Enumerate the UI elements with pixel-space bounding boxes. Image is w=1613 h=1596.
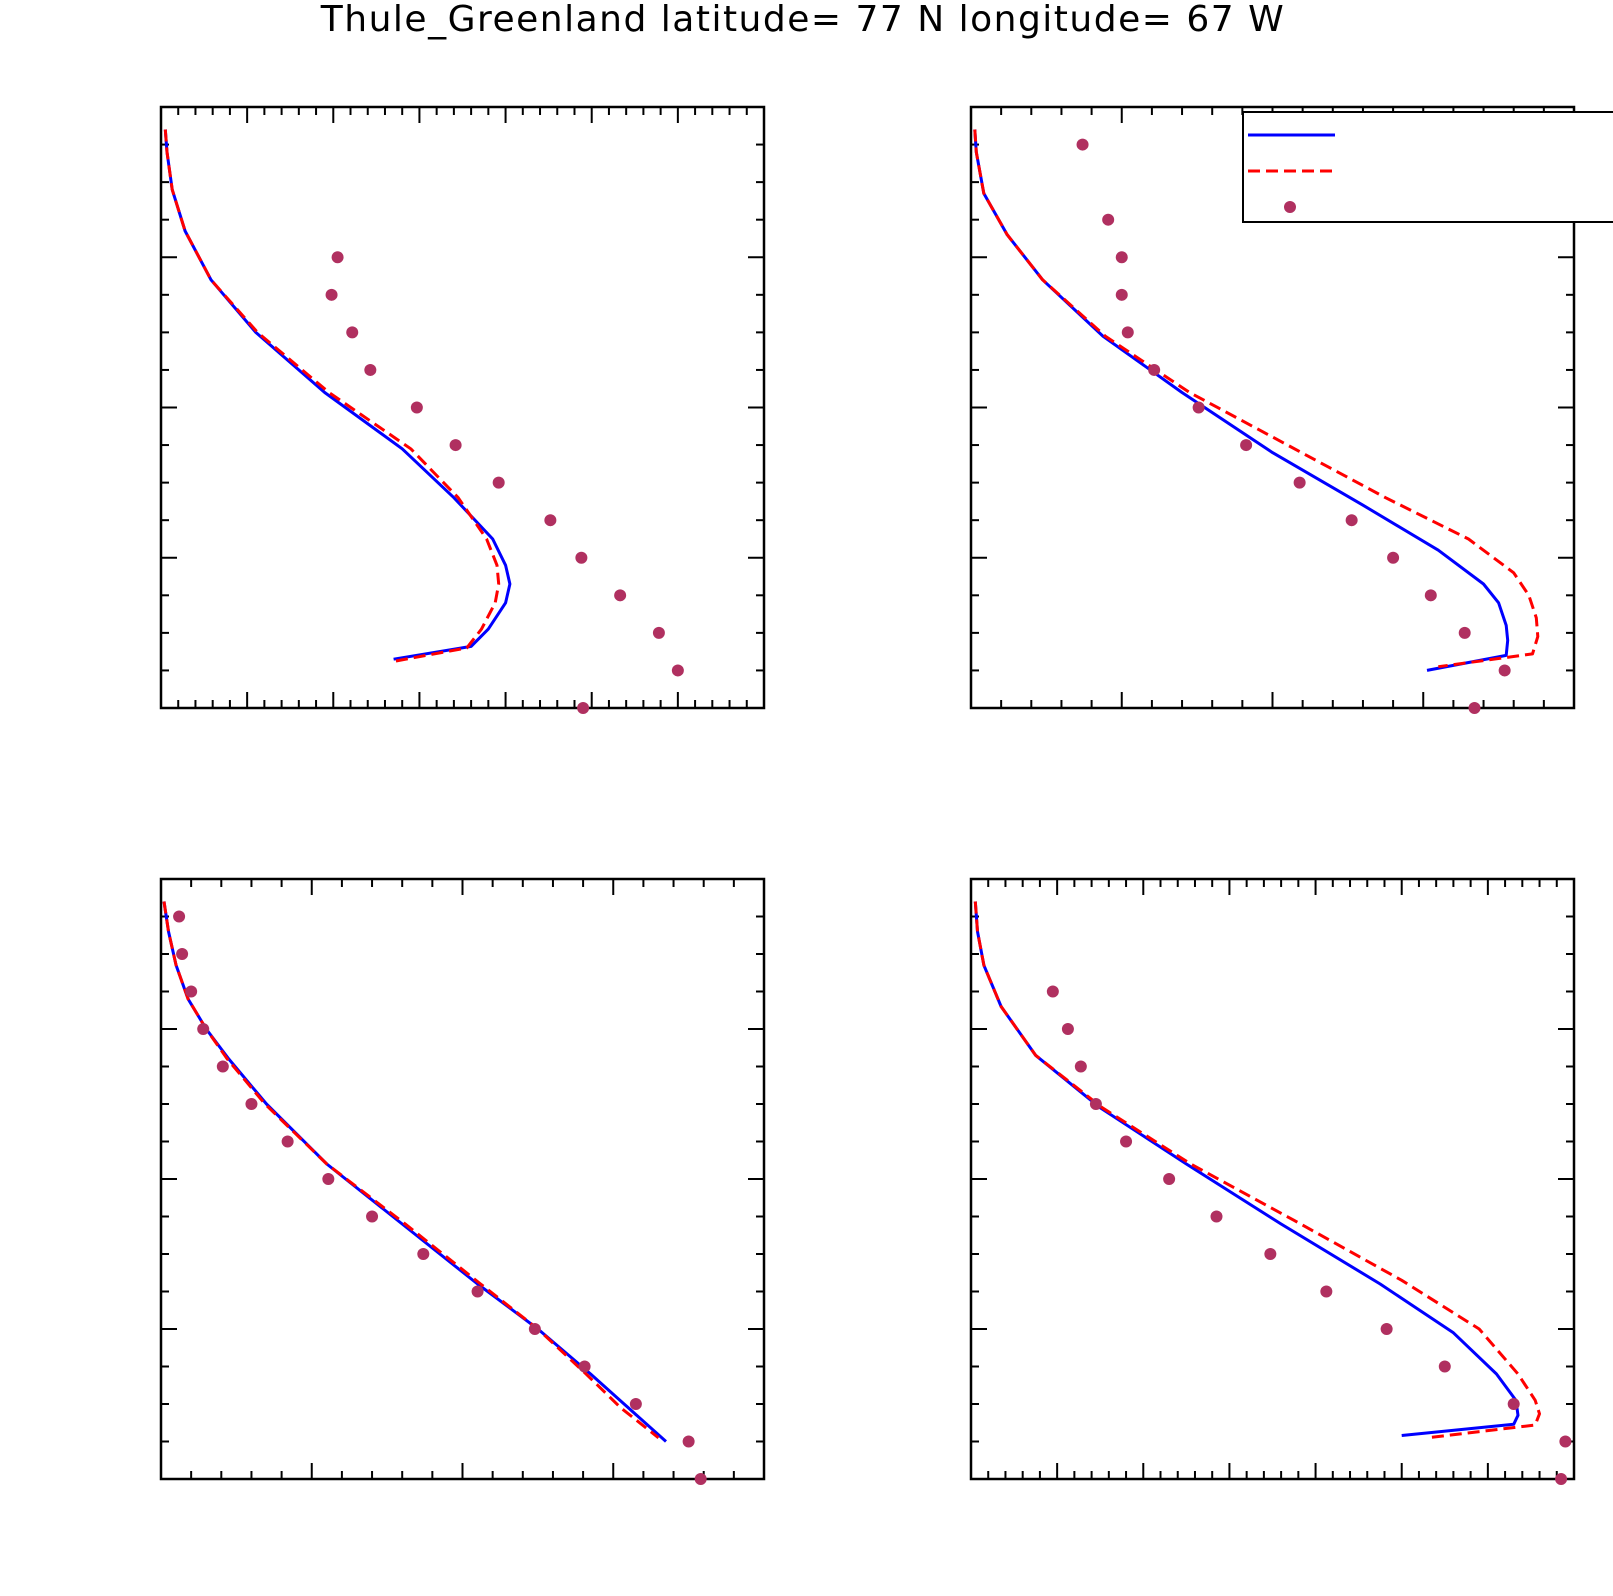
panel-oct (969, 877, 1576, 1485)
raob-point (1320, 1285, 1333, 1298)
raob-point (1046, 985, 1059, 998)
plot-frame (969, 877, 1576, 1481)
panel-apr (969, 105, 1576, 714)
raob-point (1387, 551, 1400, 564)
raob-point (1163, 1173, 1176, 1185)
series-line-solid (163, 129, 512, 661)
raob-point (1559, 1435, 1572, 1448)
raob-point (1210, 1210, 1223, 1223)
raob-point (1264, 1248, 1277, 1260)
series-line-dashed (163, 129, 501, 663)
raob-point (577, 702, 590, 714)
raob-point (346, 326, 359, 339)
raob-point (1120, 1135, 1133, 1148)
legend (1242, 111, 1613, 223)
raob-point (1076, 138, 1089, 151)
raob-point (694, 1473, 707, 1485)
raob-point (245, 1098, 258, 1110)
raob-point (1148, 363, 1161, 376)
series-line-dashed (973, 901, 1541, 1440)
raob-point (197, 1023, 210, 1035)
raob-point (614, 589, 627, 602)
legend-swatch-dot (1284, 201, 1296, 213)
series-line-dashed (162, 901, 660, 1439)
panels (159, 105, 1576, 1485)
raob-point (1061, 1023, 1074, 1035)
raob-point (1192, 401, 1205, 414)
raob-point (1438, 1360, 1451, 1373)
raob-point (1468, 702, 1481, 714)
panel-jul (159, 877, 766, 1485)
raob-point (629, 1398, 642, 1410)
panel-jan (159, 105, 766, 714)
raob-point (331, 251, 344, 264)
figure-title: Thule_Greenland latitude= 77 N longitude… (320, 0, 1285, 40)
raob-point (322, 1173, 335, 1185)
raob-point (1240, 439, 1253, 452)
raob-point (1121, 326, 1134, 339)
raob-point (1074, 1060, 1087, 1073)
raob-point (682, 1435, 695, 1448)
raob-point (1380, 1323, 1393, 1335)
raob-point (176, 948, 189, 960)
plot-frame (159, 877, 766, 1481)
raob-point (417, 1248, 430, 1260)
raob-point (1089, 1098, 1102, 1110)
raob-point (325, 288, 338, 301)
raob-point (671, 664, 684, 677)
series-line-solid (162, 901, 667, 1443)
series-line-solid (973, 129, 1510, 672)
raob-point (1424, 589, 1437, 602)
raob-point (173, 910, 186, 923)
raob-point (1507, 1398, 1520, 1410)
raob-point (575, 551, 588, 564)
raob-point (364, 363, 377, 376)
raob-point (1555, 1473, 1568, 1485)
raob-point (578, 1360, 591, 1373)
raob-point (1102, 213, 1115, 226)
raob-point (1498, 664, 1511, 677)
raob-point (449, 439, 462, 452)
raob-point (366, 1210, 379, 1223)
raob-point (528, 1323, 541, 1335)
raob-point (216, 1060, 229, 1073)
raob-point (1293, 476, 1306, 489)
series-line-solid (973, 901, 1520, 1437)
raob-point (1115, 251, 1128, 264)
raob-point (1115, 288, 1128, 301)
legend-box (1242, 111, 1613, 223)
raob-point (471, 1285, 484, 1298)
raob-point (281, 1135, 294, 1148)
raob-point (185, 985, 198, 998)
raob-point (1345, 514, 1358, 527)
raob-point (410, 401, 423, 414)
raob-point (492, 476, 505, 489)
plot-frame (159, 105, 766, 710)
raob-point (544, 514, 557, 527)
raob-point (1458, 626, 1471, 639)
raob-point (652, 626, 665, 639)
